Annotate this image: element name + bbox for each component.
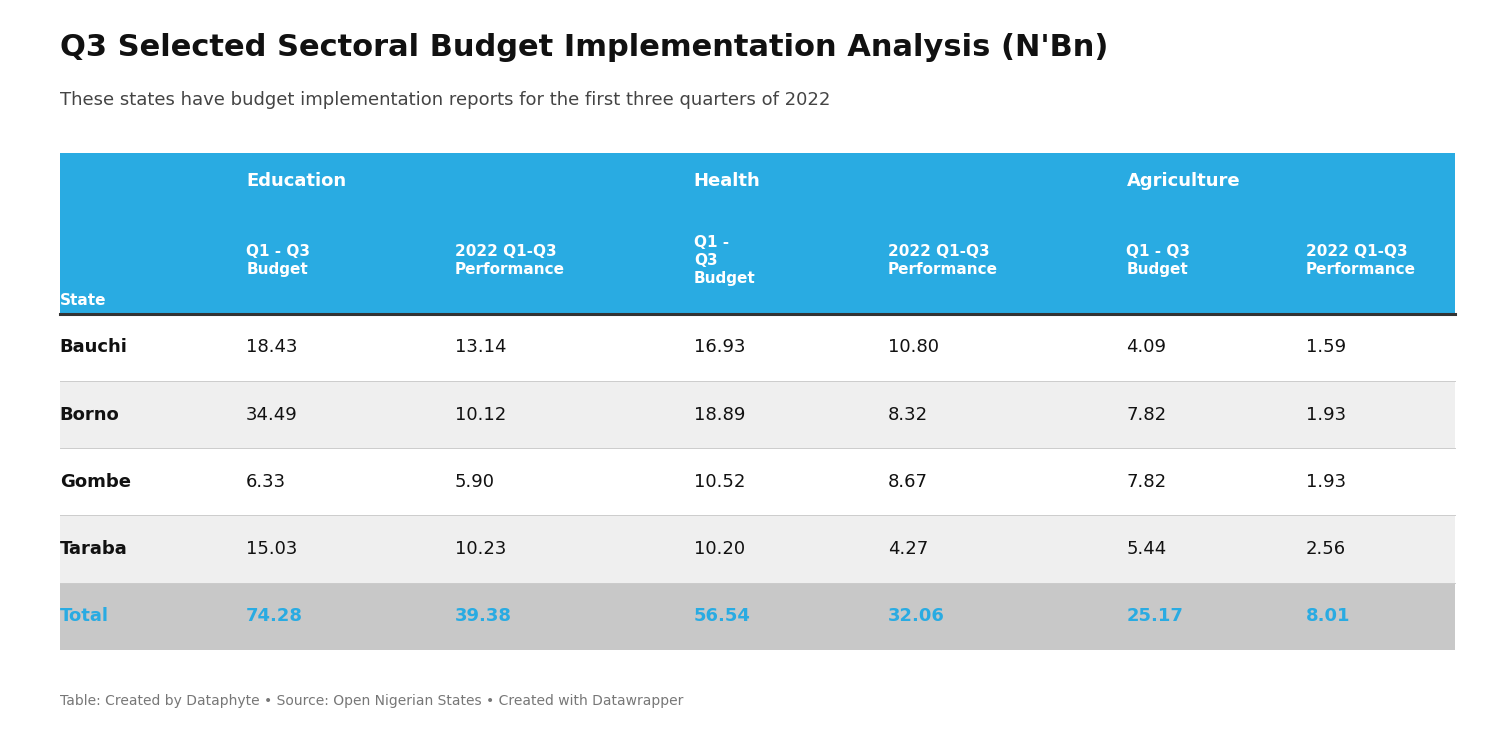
Text: Gombe: Gombe	[60, 473, 131, 491]
Text: Health: Health	[694, 172, 761, 190]
Text: Borno: Borno	[60, 406, 119, 423]
Text: Q1 - Q3
Budget: Q1 - Q3 Budget	[246, 245, 310, 277]
Text: Q3 Selected Sectoral Budget Implementation Analysis (N'Bn): Q3 Selected Sectoral Budget Implementati…	[60, 33, 1109, 62]
Text: Q1 - Q3
Budget: Q1 - Q3 Budget	[1126, 245, 1191, 277]
Text: 2022 Q1-Q3
Performance: 2022 Q1-Q3 Performance	[888, 245, 998, 277]
Text: 2.56: 2.56	[1306, 540, 1346, 558]
Bar	[60, 583, 1455, 650]
Text: 1.93: 1.93	[1306, 406, 1346, 423]
Bar	[60, 448, 1455, 515]
Text: 18.43: 18.43	[246, 339, 298, 356]
Text: These states have budget implementation reports for the first three quarters of : These states have budget implementation …	[60, 91, 830, 110]
Text: 4.27: 4.27	[888, 540, 928, 558]
Text: 74.28: 74.28	[246, 607, 303, 625]
Text: 5.90: 5.90	[455, 473, 495, 491]
Bar	[60, 515, 1455, 583]
Text: 6.33: 6.33	[246, 473, 286, 491]
Text: 10.12: 10.12	[455, 406, 506, 423]
Bar	[60, 153, 1455, 314]
Text: Education: Education	[246, 172, 346, 190]
Text: 8.32: 8.32	[888, 406, 928, 423]
Text: 39.38: 39.38	[455, 607, 512, 625]
Text: 8.01: 8.01	[1306, 607, 1350, 625]
Text: 32.06: 32.06	[888, 607, 944, 625]
Text: Agriculture: Agriculture	[1126, 172, 1240, 190]
Text: Taraba: Taraba	[60, 540, 127, 558]
Text: Bauchi: Bauchi	[60, 339, 127, 356]
Text: 56.54: 56.54	[694, 607, 750, 625]
Text: 18.89: 18.89	[694, 406, 745, 423]
Text: 15.03: 15.03	[246, 540, 297, 558]
Text: 8.67: 8.67	[888, 473, 928, 491]
Bar	[60, 314, 1455, 381]
Text: 2022 Q1-Q3
Performance: 2022 Q1-Q3 Performance	[455, 245, 565, 277]
Text: 10.80: 10.80	[888, 339, 938, 356]
Text: Total: Total	[60, 607, 109, 625]
Text: 1.93: 1.93	[1306, 473, 1346, 491]
Text: 5.44: 5.44	[1126, 540, 1167, 558]
Text: State: State	[60, 293, 106, 308]
Text: 16.93: 16.93	[694, 339, 746, 356]
Text: 13.14: 13.14	[455, 339, 507, 356]
Text: 1.59: 1.59	[1306, 339, 1346, 356]
Bar	[60, 381, 1455, 448]
Text: 34.49: 34.49	[246, 406, 298, 423]
Text: 4.09: 4.09	[1126, 339, 1167, 356]
Text: 7.82: 7.82	[1126, 473, 1167, 491]
Text: Table: Created by Dataphyte • Source: Open Nigerian States • Created with Datawr: Table: Created by Dataphyte • Source: Op…	[60, 694, 683, 708]
Text: 7.82: 7.82	[1126, 406, 1167, 423]
Text: Q1 -
Q3
Budget: Q1 - Q3 Budget	[694, 236, 755, 286]
Text: 25.17: 25.17	[1126, 607, 1183, 625]
Text: 10.20: 10.20	[694, 540, 745, 558]
Text: 2022 Q1-Q3
Performance: 2022 Q1-Q3 Performance	[1306, 245, 1416, 277]
Text: 10.52: 10.52	[694, 473, 745, 491]
Text: 10.23: 10.23	[455, 540, 506, 558]
